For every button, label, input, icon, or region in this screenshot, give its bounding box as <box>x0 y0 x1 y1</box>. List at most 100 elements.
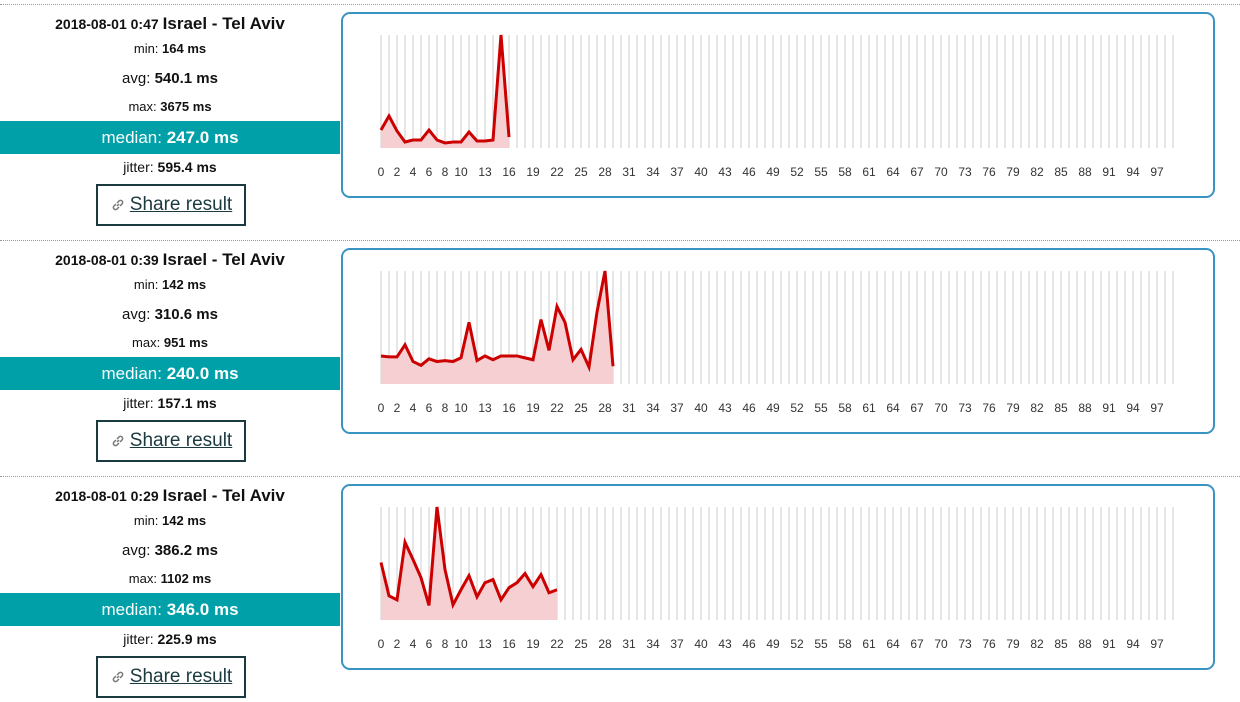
stat-value: 540.1 ms <box>154 70 218 87</box>
link-icon <box>112 199 124 211</box>
x-tick-label: 94 <box>1126 401 1140 415</box>
link-icon <box>112 671 124 683</box>
x-tick-label: 97 <box>1150 165 1164 179</box>
stat-label: avg: <box>122 70 151 87</box>
x-tick-label: 73 <box>958 637 972 651</box>
x-tick-label: 70 <box>934 637 948 651</box>
x-tick-label: 85 <box>1054 165 1068 179</box>
x-tick-label: 13 <box>478 637 492 651</box>
x-tick-label: 49 <box>766 401 780 415</box>
stat-value: 386.2 ms <box>154 542 218 559</box>
x-tick-label: 6 <box>426 401 433 415</box>
x-tick-label: 0 <box>378 401 385 415</box>
x-tick-label: 70 <box>934 401 948 415</box>
x-tick-label: 76 <box>982 401 996 415</box>
latency-line <box>379 506 558 610</box>
stat-avg: avg: 386.2 ms <box>0 541 340 561</box>
x-tick-label: 0 <box>378 637 385 651</box>
x-tick-label: 49 <box>766 637 780 651</box>
chart-frame <box>341 484 1215 670</box>
latency-area <box>381 35 509 148</box>
x-tick-label: 46 <box>742 165 756 179</box>
result-date: 2018-08-01 0:29 <box>55 488 159 504</box>
stat-label: avg: <box>122 306 151 323</box>
x-tick-label: 46 <box>742 401 756 415</box>
stat-value: 346.0 ms <box>166 600 239 619</box>
result-date: 2018-08-01 0:47 <box>55 16 159 32</box>
stat-max: max: 3675 ms <box>0 98 340 116</box>
x-tick-label: 61 <box>862 637 876 651</box>
stat-label: max: <box>132 335 161 350</box>
stat-median: median: 247.0 ms <box>0 121 340 154</box>
result-location: Israel - Tel Aviv <box>162 250 285 269</box>
stat-value: 225.9 ms <box>157 631 217 647</box>
x-tick-label: 61 <box>862 165 876 179</box>
chart-frame <box>341 12 1215 198</box>
x-tick-label: 31 <box>622 165 636 179</box>
x-tick-label: 88 <box>1078 165 1092 179</box>
x-tick-label: 79 <box>1006 401 1020 415</box>
x-tick-label: 64 <box>886 401 900 415</box>
x-tick-label: 28 <box>598 401 612 415</box>
x-tick-label: 40 <box>694 165 708 179</box>
stat-max: max: 1102 ms <box>0 570 340 588</box>
stat-value: 142 ms <box>162 513 207 528</box>
stat-label: median: <box>101 600 162 619</box>
x-tick-label: 82 <box>1030 637 1044 651</box>
x-tick-label: 46 <box>742 637 756 651</box>
x-tick-label: 40 <box>694 637 708 651</box>
x-tick-label: 91 <box>1102 637 1116 651</box>
stat-value: 240.0 ms <box>166 364 239 383</box>
x-tick-label: 0 <box>378 165 385 179</box>
x-tick-label: 43 <box>718 637 732 651</box>
share-button[interactable]: Share result <box>96 184 246 226</box>
x-tick-label: 37 <box>670 165 684 179</box>
x-tick-label: 61 <box>862 401 876 415</box>
x-tick-label: 2 <box>394 165 401 179</box>
share-label: Share result <box>129 194 233 215</box>
stat-value: 3675 ms <box>160 99 212 114</box>
x-tick-label: 43 <box>718 165 732 179</box>
x-tick-label: 97 <box>1150 637 1164 651</box>
stat-label: max: <box>128 571 157 586</box>
share-button[interactable]: Share result <box>96 656 246 698</box>
x-tick-label: 73 <box>958 401 972 415</box>
stat-median: median: 240.0 ms <box>0 357 340 390</box>
x-tick-label: 82 <box>1030 401 1044 415</box>
result-location: Israel - Tel Aviv <box>162 486 285 505</box>
separator <box>0 4 1240 5</box>
latency-line <box>379 34 511 145</box>
stat-label: median: <box>101 128 162 147</box>
latency-chart: 0 2 4 6 8 10 13 16 19 22 25 28 31 34 37 40 43 46 49 52 55 58 6… <box>341 12 1215 198</box>
x-tick-label: 79 <box>1006 165 1020 179</box>
latency-chart: 0 2 4 6 8 10 13 16 19 22 25 28 31 34 37 40 43 46 49 52 55 58 6… <box>341 248 1215 434</box>
stat-value: 142 ms <box>162 277 207 292</box>
x-tick-label: 25 <box>574 401 588 415</box>
x-tick-label: 52 <box>790 165 804 179</box>
x-tick-label: 67 <box>910 165 924 179</box>
stat-value: 951 ms <box>163 335 208 350</box>
stat-value: 1102 ms <box>160 571 212 586</box>
x-tick-label: 64 <box>886 165 900 179</box>
x-tick-label: 52 <box>790 401 804 415</box>
x-tick-label: 58 <box>838 637 852 651</box>
x-tick-label: 16 <box>502 637 516 651</box>
x-tick-label: 31 <box>622 637 636 651</box>
x-tick-label: 2 <box>394 637 401 651</box>
share-button[interactable]: Share result <box>96 420 246 462</box>
share-label: Share result <box>129 666 233 687</box>
x-tick-label: 6 <box>426 637 433 651</box>
x-tick-label: 22 <box>550 637 564 651</box>
x-tick-label: 13 <box>478 401 492 415</box>
x-tick-label: 10 <box>454 401 468 415</box>
stat-avg: avg: 540.1 ms <box>0 69 340 89</box>
x-tick-label: 55 <box>814 637 828 651</box>
x-tick-label: 4 <box>410 165 417 179</box>
stat-min: min: 142 ms <box>0 512 340 530</box>
result-header: 2018-08-01 0:29 Israel - Tel Aviv <box>0 486 340 506</box>
x-tick-label: 67 <box>910 637 924 651</box>
stat-label: median: <box>101 364 162 383</box>
stat-label: jitter: <box>123 159 154 175</box>
x-tick-label: 88 <box>1078 401 1092 415</box>
